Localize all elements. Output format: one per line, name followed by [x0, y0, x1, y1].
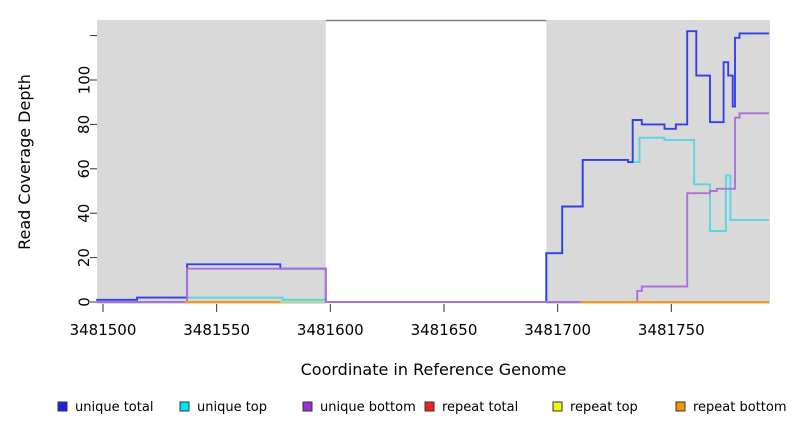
legend-item-repeat-bottom: repeat bottom [675, 400, 787, 415]
legend-swatch [302, 401, 313, 412]
legend-label: repeat total [442, 400, 518, 415]
legend-item-unique-top: unique top [179, 400, 267, 415]
y-tick-label: 20 [75, 248, 93, 267]
x-tick-label: 3481700 [524, 321, 591, 339]
y-tick-label: 60 [75, 159, 93, 178]
legend-swatch [57, 401, 68, 412]
legend-item-unique-total: unique total [57, 400, 153, 415]
legend-label: unique total [75, 400, 153, 415]
legend-label: unique bottom [320, 400, 416, 415]
y-tick-label: 100 [75, 66, 93, 95]
y-tick-label: 80 [75, 115, 93, 134]
legend-swatch [675, 401, 686, 412]
legend-label: repeat bottom [693, 400, 787, 415]
legend-swatch [424, 401, 435, 412]
x-tick-label: 3481650 [411, 321, 478, 339]
legend: unique total unique top unique bottom repea… [57, 400, 787, 415]
y-tick-label: 40 [75, 204, 93, 223]
series-unique-bottom [96, 112, 770, 303]
legend-item-repeat-top: repeat top [552, 400, 638, 415]
gap-band [325, 20, 547, 304]
legend-item-unique-bottom: unique bottom [302, 400, 416, 415]
y-axis-title: Read Coverage Depth [15, 74, 34, 250]
x-tick-label: 3481600 [297, 321, 364, 339]
x-tick-label: 3481750 [638, 321, 705, 339]
y-tick-label: 0 [75, 297, 93, 307]
legend-swatch [179, 401, 190, 412]
legend-label: repeat top [570, 400, 638, 415]
x-axis-title: Coordinate in Reference Genome [301, 360, 567, 379]
legend-label: unique top [197, 400, 267, 415]
legend-swatch [552, 401, 563, 412]
legend-item-repeat-total: repeat total [424, 400, 518, 415]
x-tick-label: 3481500 [70, 321, 137, 339]
x-tick-label: 3481550 [183, 321, 250, 339]
